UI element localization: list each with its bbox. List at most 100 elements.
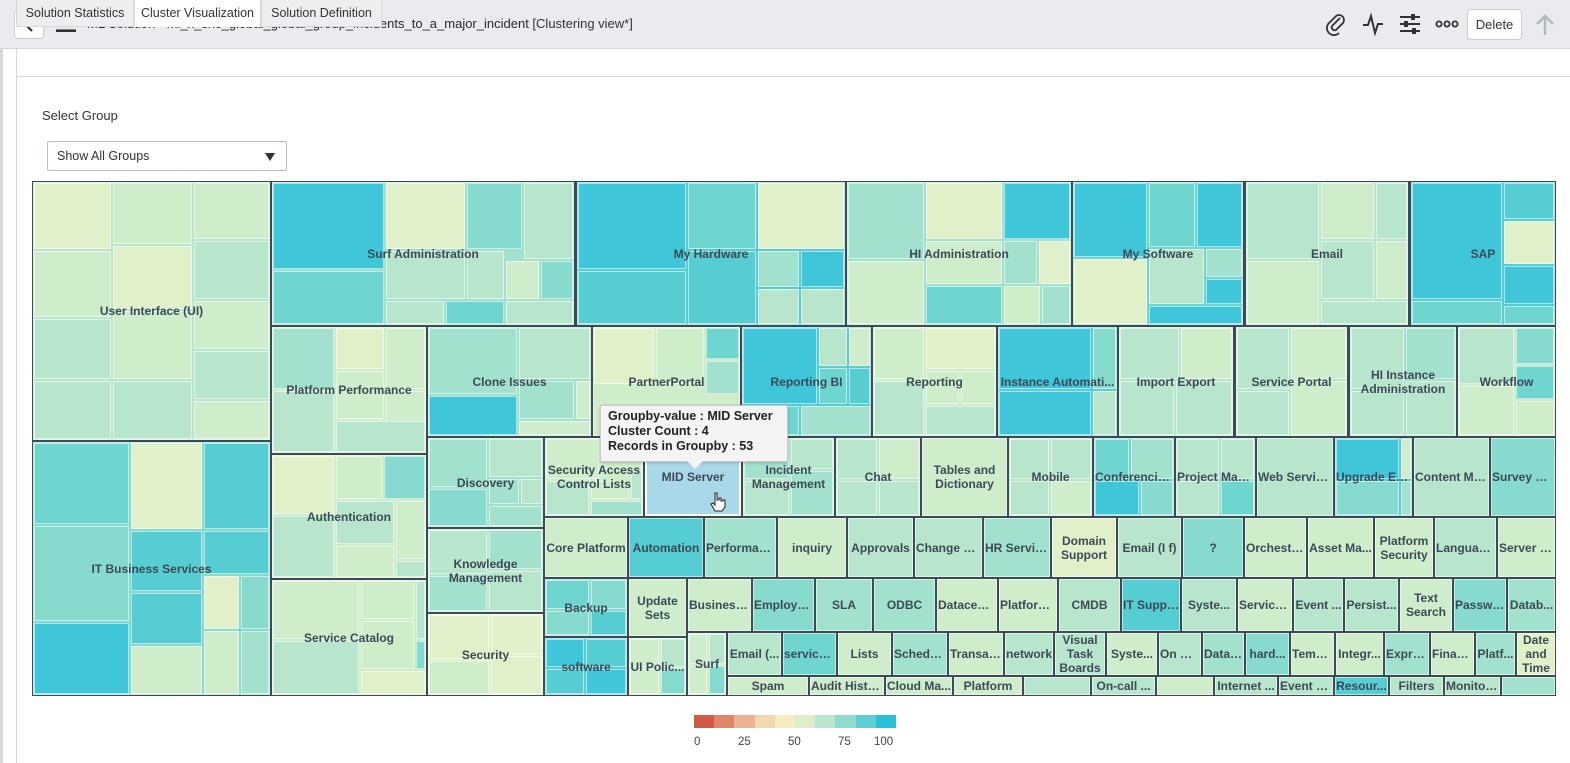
treemap-cell[interactable]	[999, 579, 1057, 631]
treemap-subtile	[1321, 183, 1374, 239]
treemap-subtile	[1459, 328, 1514, 384]
treemap-subtile	[113, 183, 192, 244]
treemap-cell[interactable]	[629, 518, 703, 577]
treemap-cell[interactable]	[1238, 579, 1292, 631]
treemap-cell[interactable]	[1498, 518, 1555, 577]
treemap-cell[interactable]	[810, 677, 884, 695]
treemap-cell[interactable]	[838, 633, 891, 675]
personalize-button[interactable]	[1398, 12, 1422, 36]
treemap-cell[interactable]	[1005, 633, 1053, 675]
more-options-button[interactable]	[1435, 12, 1459, 36]
treemap-cell[interactable]	[1336, 633, 1383, 675]
group-select[interactable]: Show All Groups	[47, 141, 287, 171]
treemap-cell[interactable]	[1059, 579, 1120, 631]
treemap-cell[interactable]	[893, 633, 947, 675]
treemap-subtile	[34, 526, 129, 621]
treemap-cell[interactable]	[783, 633, 836, 675]
treemap-cell[interactable]	[1215, 677, 1277, 695]
treemap-cell[interactable]	[629, 579, 686, 636]
tab-solution-definition[interactable]: Solution Definition	[261, 0, 382, 27]
treemap-subtile	[336, 456, 382, 499]
treemap-cell[interactable]	[728, 677, 808, 695]
treemap-subtile	[576, 381, 590, 419]
treemap-cell[interactable]	[1308, 518, 1373, 577]
treemap-cell[interactable]	[1345, 579, 1398, 631]
treemap-cell[interactable]	[1279, 677, 1333, 695]
treemap-cell[interactable]	[778, 518, 846, 577]
treemap-cell[interactable]	[1291, 633, 1334, 675]
treemap-cell[interactable]	[915, 518, 982, 577]
treemap-cell[interactable]	[1122, 579, 1180, 631]
treemap-cell[interactable]	[1092, 677, 1155, 695]
treemap-subtile	[34, 183, 111, 249]
treemap-cell[interactable]	[1476, 633, 1515, 675]
treemap-cell[interactable]	[705, 518, 776, 577]
treemap-cell[interactable]	[1257, 438, 1333, 516]
treemap-subtile	[429, 530, 487, 574]
treemap-subtile	[1004, 183, 1070, 239]
treemap-cell[interactable]	[1414, 438, 1489, 516]
treemap-subtile	[1504, 221, 1554, 264]
treemap-cell[interactable]	[922, 438, 1007, 516]
treemap-cell[interactable]	[1508, 579, 1555, 631]
treemap-subtile	[546, 669, 584, 694]
treemap-subtile	[999, 328, 1091, 389]
legend-swatch	[714, 715, 735, 728]
treemap-cell[interactable]	[1052, 518, 1116, 577]
delete-button[interactable]: Delete	[1467, 9, 1522, 40]
treemap-cell[interactable]	[949, 633, 1003, 675]
treemap-cell[interactable]	[984, 518, 1050, 577]
treemap-subtile	[1247, 183, 1319, 259]
treemap-cell[interactable]	[1159, 633, 1201, 675]
treemap-cell[interactable]	[753, 579, 814, 631]
treemap-subtile	[1206, 279, 1242, 304]
treemap-cell[interactable]	[1294, 579, 1343, 631]
activity-button[interactable]	[1361, 12, 1385, 37]
treemap-subtile	[131, 646, 202, 694]
treemap-subtile	[336, 421, 425, 452]
treemap-cell[interactable]	[1118, 518, 1181, 577]
treemap-cell[interactable]	[1245, 518, 1306, 577]
tab-cluster-visualization[interactable]: Cluster Visualization	[134, 0, 261, 27]
attachment-button[interactable]	[1324, 12, 1348, 36]
treemap-cell[interactable]	[545, 518, 627, 577]
treemap-cell[interactable]	[1182, 579, 1236, 631]
treemap-subtile	[1042, 286, 1070, 324]
treemap-cell[interactable]	[1055, 633, 1105, 675]
treemap-cell[interactable]	[954, 677, 1022, 695]
treemap-subtile	[1401, 439, 1411, 479]
treemap-subtile	[656, 328, 704, 384]
treemap-subtile	[336, 328, 384, 369]
treemap-cell[interactable]	[1445, 677, 1500, 695]
treemap-cell[interactable]	[816, 579, 872, 631]
treemap-subtile	[361, 581, 414, 619]
treemap-subtile	[630, 639, 659, 667]
treemap-cell[interactable]	[728, 633, 781, 675]
treemap-cell[interactable]	[1375, 518, 1433, 577]
scroll-up-button[interactable]	[1530, 10, 1560, 40]
treemap-cell[interactable]	[1335, 677, 1388, 695]
treemap-cell[interactable]	[1107, 633, 1157, 675]
treemap-cell[interactable]	[1454, 579, 1506, 631]
treemap-cell[interactable]	[1517, 633, 1555, 675]
treemap-cell[interactable]	[1246, 633, 1289, 675]
treemap-cell[interactable]	[1183, 518, 1243, 577]
treemap-cell[interactable]	[1390, 677, 1443, 695]
treemap-subtile	[1177, 481, 1219, 515]
treemap-cell[interactable]	[874, 579, 935, 631]
treemap-subtile	[999, 391, 1091, 435]
treemap-cell[interactable]	[886, 677, 952, 695]
treemap-subtile	[241, 631, 269, 694]
treemap-cell[interactable]	[1435, 518, 1496, 577]
treemap-cell[interactable]	[1203, 633, 1244, 675]
tab-solution-statistics[interactable]: Solution Statistics	[16, 0, 134, 27]
treemap-cell[interactable]	[848, 518, 913, 577]
treemap-subtile	[758, 289, 799, 324]
treemap-cell[interactable]	[1385, 633, 1429, 675]
treemap-cell[interactable]	[1400, 579, 1452, 631]
treemap-subtile	[241, 576, 269, 629]
treemap-cell[interactable]	[688, 579, 751, 631]
treemap-cell[interactable]	[1431, 633, 1474, 675]
treemap-cell[interactable]	[937, 579, 997, 631]
treemap-cell[interactable]	[1491, 438, 1555, 516]
